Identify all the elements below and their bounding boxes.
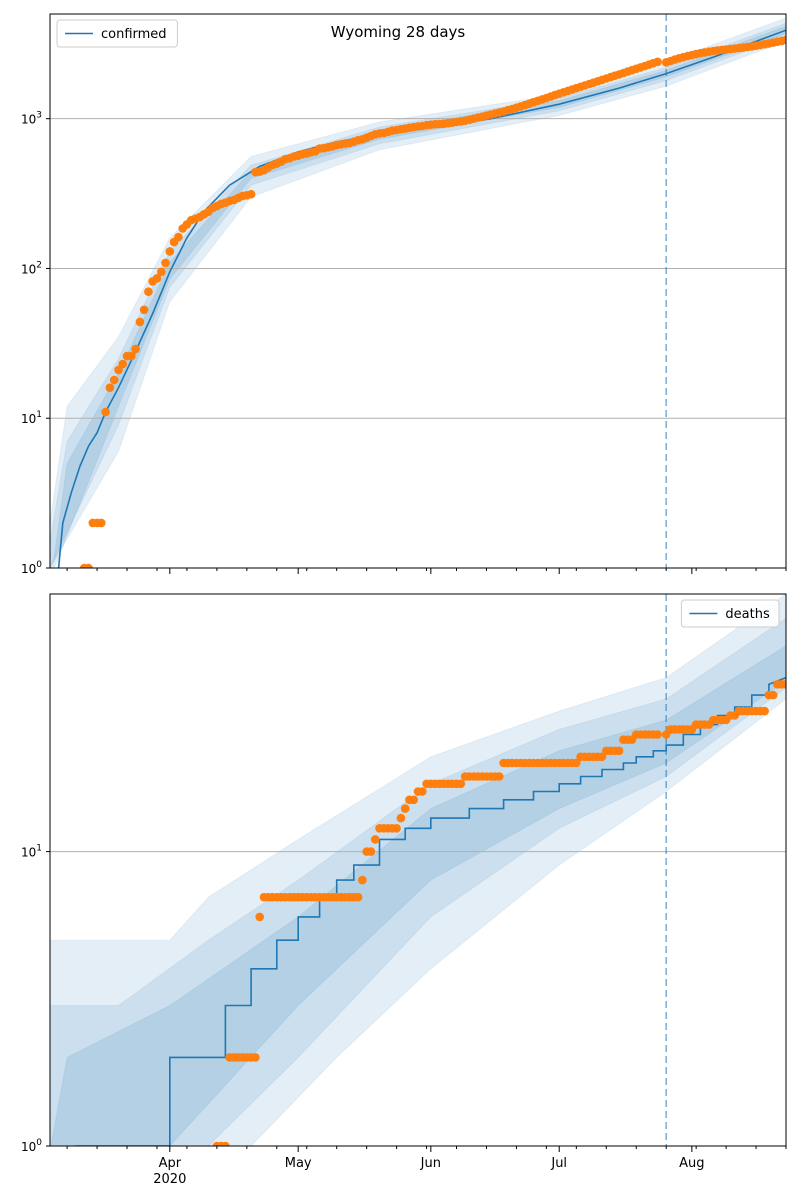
panel1-observed-point <box>418 787 427 796</box>
x-tick-sublabel: 2020 <box>153 1172 186 1187</box>
panel1-legend-box <box>680 599 780 628</box>
panel0-plot-area <box>50 14 786 568</box>
panel1-observed-point <box>768 690 778 700</box>
panel0-observed-point <box>118 359 127 369</box>
panel1-observed-point <box>572 758 581 768</box>
panel1-observed-point <box>409 795 419 805</box>
x-tick-label: Apr <box>159 1156 182 1171</box>
panel0-observed-point <box>161 258 170 268</box>
panel1-observed-point <box>255 912 264 922</box>
panel0-observed-point <box>135 317 145 327</box>
panel1-observed-point <box>597 752 607 762</box>
x-tick-label: May <box>285 1156 312 1171</box>
panel1-legend-label: deaths <box>725 607 770 622</box>
panel1-observed-point <box>760 706 769 716</box>
panel1-plot-area <box>50 594 786 1146</box>
panel0-observed-point <box>653 57 662 67</box>
panel0-observed-point <box>101 407 110 417</box>
panel0-frame <box>49 13 787 569</box>
panel1-y-tick-label: 100 <box>21 1138 42 1154</box>
panel0-observed-point <box>105 383 115 393</box>
panel1-observed-point <box>353 892 363 902</box>
panel0-observed-point <box>144 287 153 297</box>
panel0-observed-point <box>84 563 93 568</box>
panel0-observed-point <box>109 375 119 385</box>
panel1-observed-point <box>495 772 504 781</box>
x-tick-label: Jun <box>420 1156 441 1171</box>
panel1-observed-point <box>456 779 466 789</box>
panel1-observed-point <box>221 1141 230 1146</box>
panel1-observed-point <box>358 875 367 885</box>
panel0-observed-point <box>139 305 149 315</box>
x-tick-label: Jul <box>550 1156 567 1171</box>
panel1-observed-point <box>396 813 406 823</box>
panel1-observed-point <box>370 835 380 844</box>
x-tick-label: Aug <box>679 1156 704 1171</box>
panel1-legend: deaths <box>680 599 780 628</box>
panel1-frame <box>49 593 787 1147</box>
panel1-observed-point <box>366 847 376 856</box>
panel1-band-outer <box>50 594 786 1146</box>
panel0-y-tick-label: 103 <box>21 111 42 127</box>
panel0-observed-point <box>97 518 106 528</box>
panel1-observed-point <box>251 1053 260 1062</box>
panel0-observed-point <box>152 274 162 283</box>
panel0-observed-point <box>131 344 140 354</box>
panel0-y-tick-label: 102 <box>21 260 42 276</box>
panel0-observed-point <box>157 267 166 277</box>
panel0-observed-point <box>127 351 136 361</box>
panel0-observed-point <box>174 232 183 242</box>
panel1-observed-point <box>781 680 786 689</box>
panel0-y-tick-label: 101 <box>21 410 42 426</box>
panel0-band-inner <box>50 25 786 568</box>
panel1-observed-point <box>653 730 662 739</box>
panel0-observed-point <box>246 189 256 199</box>
panel1-observed-point <box>392 824 401 833</box>
panel1-observed-point <box>400 804 410 813</box>
panel1-y-tick-label: 101 <box>21 844 42 860</box>
panel0-legend: confirmed <box>56 19 178 48</box>
panel0-observed-point <box>781 35 786 45</box>
panel0-legend-box <box>56 19 178 48</box>
panel0-legend-label: confirmed <box>101 27 167 42</box>
figure-title: Wyoming 28 days <box>331 23 466 41</box>
panel0-y-tick-label: 100 <box>21 560 42 576</box>
panel1-observed-point <box>614 746 624 756</box>
panel0-observed-point <box>165 247 175 256</box>
